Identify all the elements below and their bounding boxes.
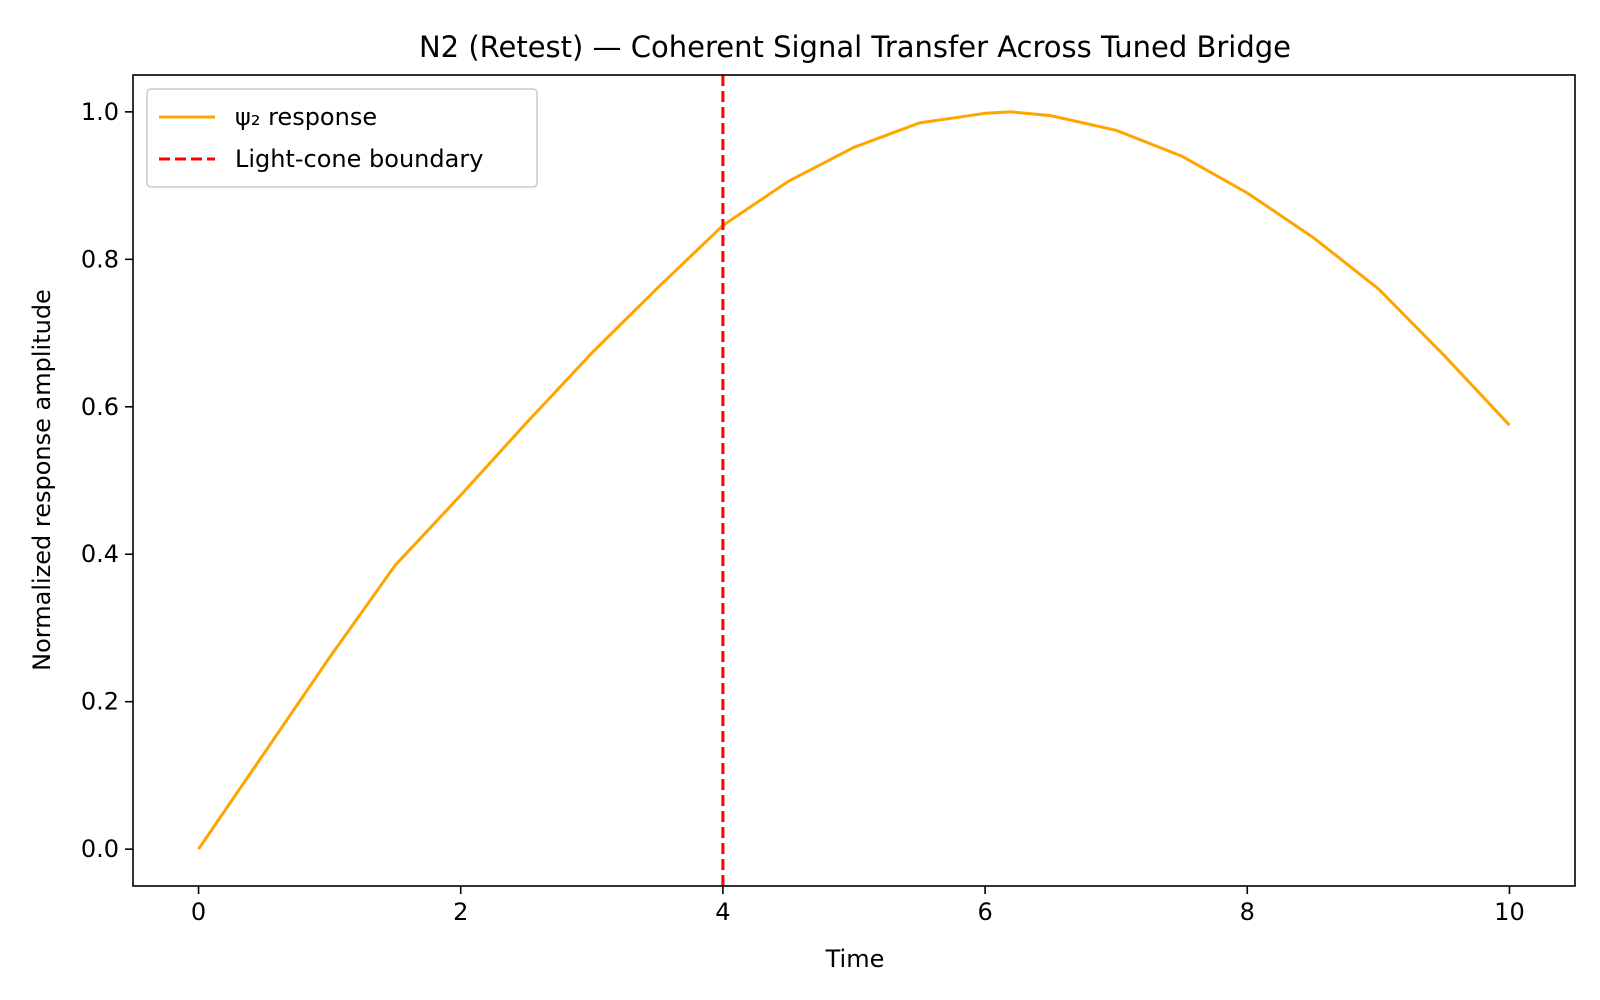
y-tick-label: 0.8	[81, 245, 119, 273]
y-tick-label: 0.6	[81, 393, 119, 421]
y-tick-label: 0.4	[81, 540, 119, 568]
legend-label: Light-cone boundary	[235, 145, 483, 173]
legend-label: ψ₂ response	[235, 103, 377, 131]
legend-box	[146, 88, 538, 188]
axes-frame	[132, 74, 1576, 887]
x-tick-label: 2	[453, 898, 468, 926]
x-tick-label: 4	[715, 898, 730, 926]
y-tick-label: 0.2	[81, 688, 119, 716]
legend: ψ₂ response Light-cone boundary	[146, 88, 538, 188]
y-axis: 0.0 0.2 0.4 0.6 0.8 1.0	[81, 98, 133, 863]
x-tick-label: 6	[977, 898, 992, 926]
chart-title: N2 (Retest) — Coherent Signal Transfer A…	[419, 30, 1291, 64]
y-tick-label: 1.0	[81, 98, 119, 126]
y-tick-label: 0.0	[81, 835, 119, 863]
y-axis-label: Normalized response amplitude	[28, 289, 56, 671]
x-axis-label: Time	[825, 945, 885, 973]
series-line-0	[197, 110, 1511, 850]
x-tick-label: 0	[191, 898, 206, 926]
x-tick-label: 8	[1240, 898, 1255, 926]
x-axis: 0 2 4 6 8 10	[191, 886, 1525, 926]
plot-area	[132, 74, 1576, 887]
x-tick-label: 10	[1494, 898, 1525, 926]
